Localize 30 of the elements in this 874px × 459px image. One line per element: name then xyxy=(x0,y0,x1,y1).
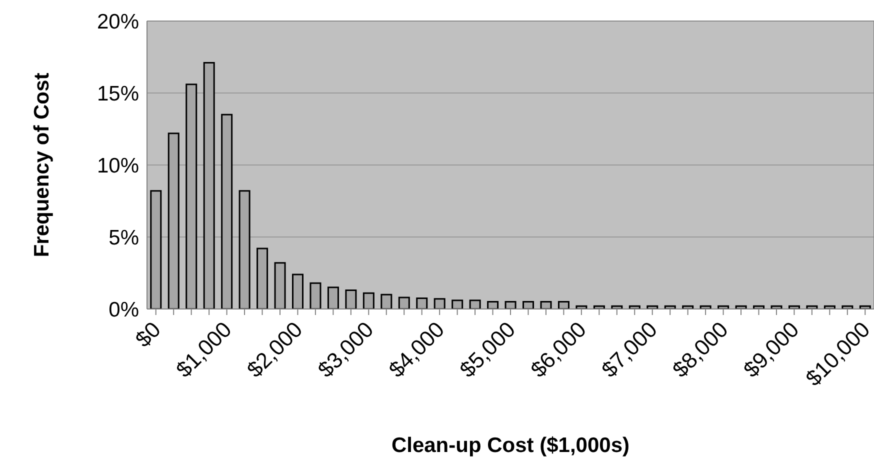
bar xyxy=(168,132,180,309)
bar xyxy=(150,190,162,309)
bar xyxy=(256,248,268,309)
bar xyxy=(558,301,570,309)
bar xyxy=(345,290,357,309)
bar xyxy=(186,84,198,309)
bar xyxy=(522,301,534,309)
bar xyxy=(362,292,374,309)
bar xyxy=(540,301,552,309)
y-tick-label: 10% xyxy=(96,154,139,178)
bar xyxy=(221,114,233,309)
bar xyxy=(487,301,499,309)
bar xyxy=(238,190,250,309)
bar xyxy=(310,282,322,309)
y-tick-label: 20% xyxy=(96,10,139,34)
y-tick-label: 15% xyxy=(96,82,139,106)
bar xyxy=(292,274,304,309)
x-axis-title: Clean-up Cost ($1,000s) xyxy=(391,434,630,457)
bar xyxy=(274,262,286,309)
y-axis-title: Frequency of Cost xyxy=(30,72,54,258)
bar xyxy=(434,298,446,309)
bar xyxy=(398,296,410,309)
y-tick-label: 5% xyxy=(108,226,139,250)
bar xyxy=(504,301,516,309)
bar xyxy=(452,300,464,309)
bar xyxy=(469,300,481,309)
bar xyxy=(203,62,215,309)
bar xyxy=(416,297,428,309)
bar xyxy=(380,294,392,309)
bar xyxy=(327,286,339,309)
